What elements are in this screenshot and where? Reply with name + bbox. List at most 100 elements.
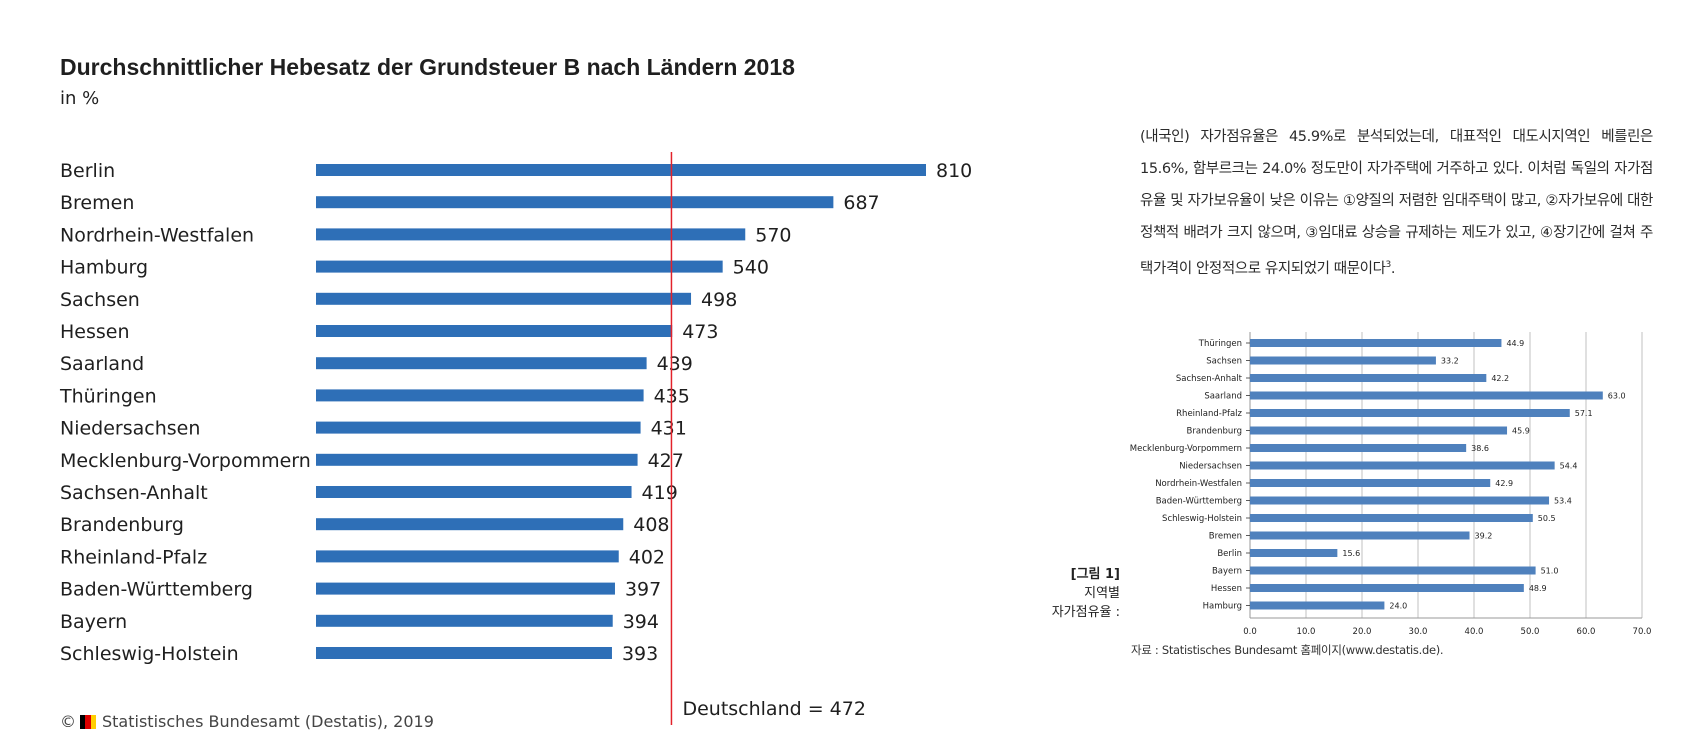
value-label: 53.4 xyxy=(1554,497,1572,506)
value-label: 57.1 xyxy=(1575,409,1593,418)
category-label: Sachsen xyxy=(1206,357,1242,367)
category-label: Sachsen-Anhalt xyxy=(1176,374,1243,384)
x-tick-label: 0.0 xyxy=(1243,627,1257,637)
value-label: 24.0 xyxy=(1389,602,1407,611)
bar xyxy=(316,325,673,337)
chart-title: Durchschnittlicher Hebesatz der Grundste… xyxy=(60,54,795,80)
category-label: Rheinland-Pfalz xyxy=(1176,409,1242,419)
category-label: Bayern xyxy=(60,611,127,633)
figure-caption-line2: 자가점유율 : xyxy=(1051,605,1120,620)
value-label: 473 xyxy=(682,321,718,343)
category-label: Nordrhein-Westfalen xyxy=(1155,479,1242,489)
category-label: Thüringen xyxy=(59,385,157,407)
source-note: 자료 : Statistisches Bundesamt 홈페이지(www.de… xyxy=(1131,643,1444,657)
tax-rate-bar-chart: Berlin 810 Bremen 687 Nordrhein-Westfalen 570… xyxy=(59,152,972,725)
x-tick-label: 70.0 xyxy=(1633,627,1652,637)
value-label: 63.0 xyxy=(1608,392,1626,401)
value-label: 33.2 xyxy=(1441,357,1459,366)
bar xyxy=(316,196,834,209)
bar xyxy=(316,550,619,563)
value-label: 51.0 xyxy=(1541,567,1559,576)
value-label: 393 xyxy=(622,643,658,665)
x-tick-label: 20.0 xyxy=(1353,627,1372,637)
figure-caption-line1: 지역별 xyxy=(1084,586,1120,601)
bar xyxy=(316,614,613,627)
value-label: 810 xyxy=(936,160,972,182)
bar xyxy=(316,292,692,305)
value-label: 427 xyxy=(648,450,684,472)
value-label: 44.9 xyxy=(1506,339,1524,348)
category-label: Nordrhein-Westfalen xyxy=(60,224,254,246)
bar xyxy=(316,421,641,434)
value-label: 498 xyxy=(701,289,737,311)
x-tick-label: 40.0 xyxy=(1465,627,1484,637)
x-tick-label: 10.0 xyxy=(1297,627,1316,637)
bar xyxy=(316,389,644,402)
value-label: 402 xyxy=(629,546,665,568)
value-label: 397 xyxy=(625,579,661,601)
paragraph-body: (내국인) 자가점유율은 45.9%로 분석되었는데, 대표적인 대도시지역인 … xyxy=(1140,129,1653,277)
value-label: 48.9 xyxy=(1529,584,1547,593)
bar xyxy=(1250,356,1436,365)
value-label: 408 xyxy=(633,514,669,536)
value-label: 39.2 xyxy=(1475,532,1493,541)
bar xyxy=(316,582,615,595)
bar xyxy=(1250,409,1570,417)
category-label: Saarland xyxy=(60,353,144,375)
category-label: Schleswig-Holstein xyxy=(1162,514,1242,524)
value-label: 439 xyxy=(657,353,693,375)
category-label: Bayern xyxy=(1212,567,1242,577)
value-label: 540 xyxy=(733,257,769,279)
bar xyxy=(1250,426,1508,435)
category-label: Hamburg xyxy=(60,257,148,279)
paragraph-end: . xyxy=(1390,260,1396,277)
copyright-text: Statistisches Bundesamt (Destatis), 2019 xyxy=(102,712,434,731)
bar xyxy=(1250,601,1385,610)
category-label: Baden-Württemberg xyxy=(1156,497,1242,507)
bar xyxy=(316,228,746,241)
category-label: Thüringen xyxy=(1198,339,1242,349)
category-label: Saarland xyxy=(1204,392,1242,402)
reference-label: Deutschland = 472 xyxy=(682,698,866,720)
copyright-notice: © Statistisches Bundesamt (Destatis), 20… xyxy=(60,712,434,731)
category-label: Schleswig-Holstein xyxy=(60,643,239,665)
bar xyxy=(316,518,624,531)
figure-caption: [그림 1] 지역별 자가점유율 : xyxy=(1040,565,1120,622)
category-label: Niedersachsen xyxy=(1179,462,1242,472)
value-label: 570 xyxy=(755,224,791,246)
bar xyxy=(316,647,612,659)
category-label: Mecklenburg-Vorpommern xyxy=(1130,444,1242,454)
x-tick-label: 30.0 xyxy=(1409,627,1428,637)
german-flag-icon xyxy=(80,714,96,729)
bar xyxy=(316,453,638,466)
category-label: Hessen xyxy=(1211,584,1242,594)
bar xyxy=(316,260,723,273)
bar xyxy=(1250,374,1487,382)
figure-number: [그림 1] xyxy=(1070,567,1120,582)
copyright-symbol: © xyxy=(60,712,76,731)
bar xyxy=(1250,444,1467,452)
x-tick-label: 50.0 xyxy=(1521,627,1540,637)
bar xyxy=(1250,391,1603,400)
bar xyxy=(316,164,926,176)
category-label: Hamburg xyxy=(1203,602,1242,612)
category-label: Niedersachsen xyxy=(60,418,200,440)
bar xyxy=(316,486,632,498)
value-label: 42.2 xyxy=(1491,374,1509,383)
bar xyxy=(1250,479,1491,487)
category-label: Sachsen-Anhalt xyxy=(60,482,208,504)
chart-subtitle: in % xyxy=(60,88,100,109)
value-label: 394 xyxy=(623,611,659,633)
category-label: Mecklenburg-Vorpommern xyxy=(60,450,311,472)
value-label: 45.9 xyxy=(1512,427,1530,436)
value-label: 38.6 xyxy=(1471,444,1489,453)
value-label: 54.4 xyxy=(1560,462,1578,471)
homeownership-bar-chart: 0.0 10.0 20.0 30.0 40.0 50.0 60.0 70.0 Thüringen… xyxy=(1130,332,1652,637)
value-label: 50.5 xyxy=(1538,514,1556,523)
bar xyxy=(1250,339,1502,347)
category-label: Sachsen xyxy=(60,289,140,311)
bar xyxy=(316,357,647,370)
footnote-marker: 3 xyxy=(1385,260,1392,270)
bar xyxy=(1250,496,1550,505)
category-label: Brandenburg xyxy=(1187,427,1242,437)
